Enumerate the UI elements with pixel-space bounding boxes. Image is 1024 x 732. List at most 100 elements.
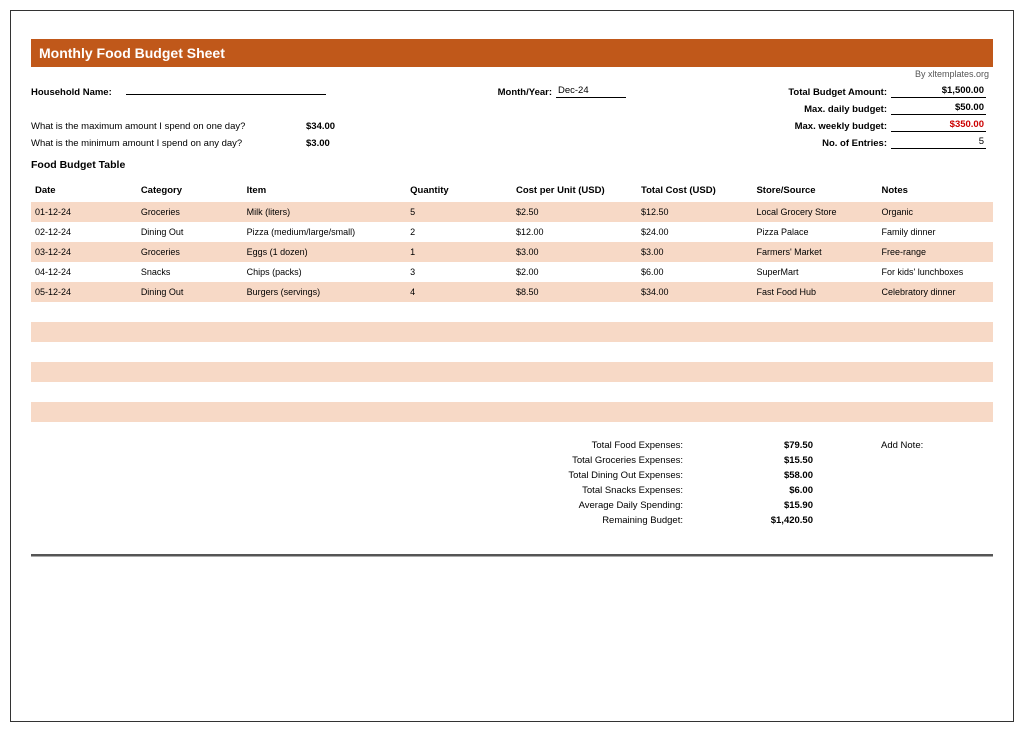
cell-store: Local Grocery Store [752,202,877,222]
totalbudget-label: Total Budget Amount: [781,87,891,98]
household-field[interactable] [126,93,326,95]
cell-category: Snacks [137,262,243,282]
monthyear-field[interactable]: Dec-24 [556,85,626,98]
total-value: $6.00 [691,485,821,496]
col-store: Store/Source [752,179,877,202]
table-row[interactable] [31,322,993,342]
total-label: Total Groceries Expenses: [511,455,691,466]
page-title: Monthly Food Budget Sheet [39,45,225,61]
cell-category: Groceries [137,242,243,262]
cell-total: $12.50 [637,202,752,222]
cell-date: 02-12-24 [31,222,137,242]
total-value: $1,420.50 [691,515,821,526]
cell-cpu: $8.50 [512,282,637,302]
cell-store: Farmers' Market [752,242,877,262]
totalbudget-field[interactable]: $1,500.00 [891,85,986,98]
info-row-2: Max. daily budget: $50.00 [31,102,993,115]
cell-date: 05-12-24 [31,282,137,302]
maxweekly-label: Max. weekly budget: [781,121,891,132]
addnote-label: Add Note: [881,440,981,451]
maxdaily-label: Max. daily budget: [781,104,891,115]
total-value: $15.50 [691,455,821,466]
table-row[interactable]: 04-12-24 Snacks Chips (packs) 3 $2.00 $6… [31,262,993,282]
budget-table: Date Category Item Quantity Cost per Uni… [31,179,993,422]
cell-cpu: $2.50 [512,202,637,222]
cell-store: Fast Food Hub [752,282,877,302]
cell-store: Pizza Palace [752,222,877,242]
cell-notes: Family dinner [878,222,994,242]
col-category: Category [137,179,243,202]
cell-qty: 1 [406,242,512,262]
col-quantity: Quantity [406,179,512,202]
cell-notes: For kids' lunchboxes [878,262,994,282]
qmax-label: What is the maximum amount I spend on on… [31,121,306,132]
table-row[interactable] [31,342,993,362]
sheet-frame: Monthly Food Budget Sheet By xltemplates… [10,10,1014,722]
info-row-1: Household Name: Month/Year: Dec-24 Total… [31,85,993,98]
total-label: Average Daily Spending: [511,500,691,511]
col-item: Item [243,179,407,202]
title-bar: Monthly Food Budget Sheet [31,39,993,67]
cell-item: Pizza (medium/large/small) [243,222,407,242]
noentries-label: No. of Entries: [781,138,891,149]
cell-cpu: $3.00 [512,242,637,262]
table-row[interactable] [31,302,993,322]
cell-qty: 3 [406,262,512,282]
col-date: Date [31,179,137,202]
cell-notes: Celebratory dinner [878,282,994,302]
total-value: $79.50 [691,440,821,451]
qmin-label: What is the minimum amount I spend on an… [31,138,306,149]
cell-cpu: $12.00 [512,222,637,242]
cell-total: $3.00 [637,242,752,262]
cell-category: Groceries [137,202,243,222]
total-label: Total Food Expenses: [511,440,691,451]
footer-rule [31,554,993,557]
cell-notes: Organic [878,202,994,222]
household-label: Household Name: [31,87,126,98]
maxweekly-field[interactable]: $350.00 [891,119,986,132]
noentries-field[interactable]: 5 [891,136,986,149]
table-row[interactable] [31,402,993,422]
cell-cpu: $2.00 [512,262,637,282]
cell-qty: 5 [406,202,512,222]
cell-category: Dining Out [137,222,243,242]
table-title: Food Budget Table [31,159,993,171]
totals-row: Total Snacks Expenses: $6.00 [31,485,993,496]
cell-item: Chips (packs) [243,262,407,282]
info-row-3: What is the maximum amount I spend on on… [31,119,993,132]
cell-date: 03-12-24 [31,242,137,262]
table-row[interactable] [31,362,993,382]
total-label: Total Dining Out Expenses: [511,470,691,481]
qmin-value: $3.00 [306,138,366,149]
totals-row: Total Dining Out Expenses: $58.00 [31,470,993,481]
col-costperunit: Cost per Unit (USD) [512,179,637,202]
col-notes: Notes [878,179,994,202]
credit-line: By xltemplates.org [31,69,993,79]
cell-category: Dining Out [137,282,243,302]
maxdaily-field[interactable]: $50.00 [891,102,986,115]
totals-row: Total Groceries Expenses: $15.50 [31,455,993,466]
monthyear-label: Month/Year: [336,87,556,98]
total-label: Remaining Budget: [511,515,691,526]
cell-notes: Free-range [878,242,994,262]
cell-qty: 2 [406,222,512,242]
cell-store: SuperMart [752,262,877,282]
table-row[interactable]: 01-12-24 Groceries Milk (liters) 5 $2.50… [31,202,993,222]
cell-item: Burgers (servings) [243,282,407,302]
cell-total: $34.00 [637,282,752,302]
info-row-4: What is the minimum amount I spend on an… [31,136,993,149]
totals-row: Average Daily Spending: $15.90 [31,500,993,511]
totals-row: Total Food Expenses: $79.50 Add Note: [31,440,993,451]
qmax-value: $34.00 [306,121,366,132]
total-label: Total Snacks Expenses: [511,485,691,496]
table-row[interactable]: 05-12-24 Dining Out Burgers (servings) 4… [31,282,993,302]
totals-block: Total Food Expenses: $79.50 Add Note: To… [31,440,993,526]
cell-total: $6.00 [637,262,752,282]
table-row[interactable]: 03-12-24 Groceries Eggs (1 dozen) 1 $3.0… [31,242,993,262]
total-value: $15.90 [691,500,821,511]
table-row[interactable]: 02-12-24 Dining Out Pizza (medium/large/… [31,222,993,242]
table-row[interactable] [31,382,993,402]
col-totalcost: Total Cost (USD) [637,179,752,202]
cell-item: Eggs (1 dozen) [243,242,407,262]
totals-row: Remaining Budget: $1,420.50 [31,515,993,526]
